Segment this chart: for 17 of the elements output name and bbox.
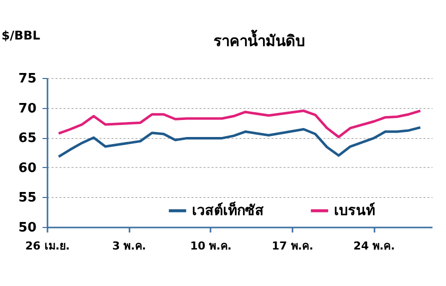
- x-tick-label: 17 พ.ค.: [272, 240, 314, 252]
- y-tick-label: 60: [18, 160, 36, 176]
- y-tick-label: 70: [18, 101, 36, 116]
- y-tick-label: 55: [18, 190, 36, 206]
- line-series: [57, 126, 422, 158]
- x-tick-label: 26 เม.ย.: [25, 240, 70, 252]
- x-tick-label: 10 พ.ค.: [190, 240, 232, 252]
- legend-label: เวสต์เท็กซัส: [192, 200, 264, 219]
- x-tick-label: 24 พ.ค.: [353, 240, 395, 252]
- legend-label: เบรนท์: [334, 202, 375, 219]
- line-series: [57, 110, 422, 138]
- y-tick-label: 65: [18, 131, 36, 146]
- y-tick-label: 50: [18, 220, 36, 236]
- x-tick-label: 3 พ.ค.: [112, 240, 146, 252]
- y-axis-title: $/BBL: [2, 28, 41, 42]
- y-tick-label: 75: [18, 72, 36, 86]
- chart-title: ราคาน้ำมันดิบ: [214, 29, 306, 50]
